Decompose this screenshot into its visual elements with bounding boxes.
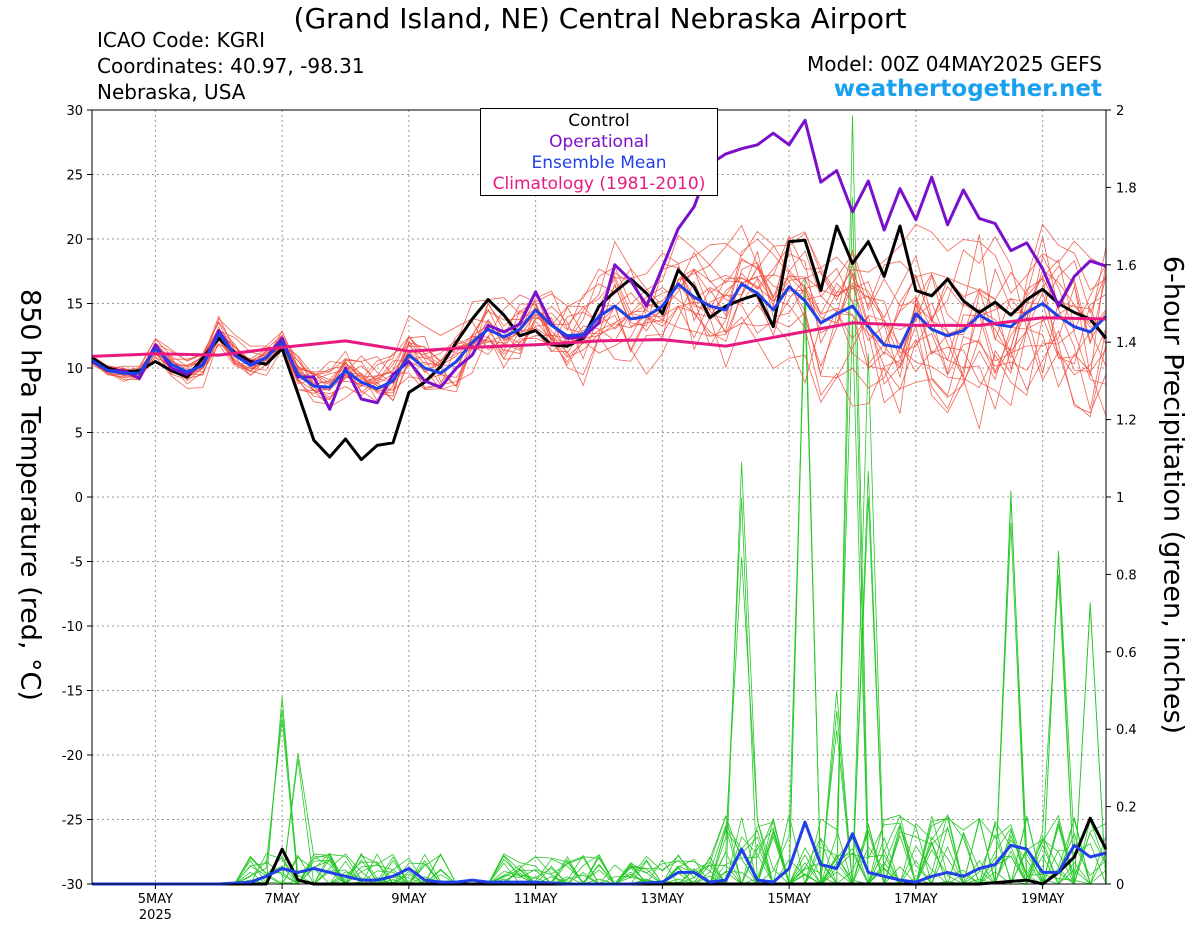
y-left-tick-label: 5 [75, 427, 83, 442]
temp-ensemble-mean-line [91, 282, 1108, 391]
legend-mean: Ensemble Mean [531, 153, 667, 173]
x-tick-label: 17MAY [894, 892, 938, 907]
ensemble-precip-member [92, 523, 1107, 885]
ensemble-temp-member [91, 247, 1107, 408]
x-tick-label: 19MAY [1021, 892, 1065, 907]
y-right-tick-label: 0 [1116, 878, 1124, 893]
main-lines [91, 118, 1108, 886]
x-tick-label: 13MAY [641, 892, 685, 907]
ensemble-temp-member [91, 238, 1107, 417]
y-left-tick-label: 25 [66, 169, 83, 184]
grid [92, 109, 1106, 885]
y-right-tick-label: 0.6 [1116, 646, 1137, 661]
ensemble-temp-member [91, 248, 1107, 414]
y-left-tick-label: -30 [62, 878, 83, 893]
y-left-tick-label: 20 [66, 233, 83, 248]
y-left-tick-label: 10 [66, 362, 83, 377]
y-left-tick-label: -20 [62, 749, 83, 764]
y-right-tick-label: 1 [1116, 491, 1124, 506]
region: Nebraska, USA [97, 80, 246, 104]
model-run: Model: 00Z 04MAY2025 GEFS [807, 52, 1102, 76]
x-tick-label: 5MAY [138, 892, 173, 907]
ensemble-precip-member [92, 197, 1106, 885]
ensemble-precip-lines [92, 115, 1107, 886]
ensemble-precip-member [92, 320, 1107, 885]
legend-control: Control [568, 111, 630, 131]
ensemble-precip-member [92, 296, 1107, 886]
precip-ensemble-mean-line [92, 820, 1107, 886]
y-right-tick-label: 0.2 [1116, 801, 1137, 816]
legend: Control Operational Ensemble Mean Climat… [480, 108, 718, 196]
y-left-tick-label: -5 [70, 556, 83, 571]
ensemble-temp-member [91, 232, 1107, 405]
y-right-tick-label: 1.8 [1116, 181, 1137, 196]
ensemble-precip-member [92, 115, 1106, 885]
axes: -30-25-20-15-10-505101520253000.20.40.60… [62, 104, 1137, 923]
y-right-tick-label: 1.2 [1116, 414, 1137, 429]
website-label: weathertogether.net [833, 76, 1102, 102]
temp-climatology-1981-2010--line [91, 316, 1107, 358]
ensemble-precip-member [92, 557, 1107, 885]
y-right-tick-label: 1.6 [1116, 259, 1137, 274]
y-left-tick-label: 15 [66, 298, 83, 313]
ensemble-precip-member [92, 461, 1106, 886]
x-tick-label: 11MAY [514, 892, 558, 907]
ensemble-precip-member [92, 550, 1107, 886]
y-left-tick-label: -10 [62, 620, 83, 635]
ensemble-temp-member [91, 223, 1107, 388]
legend-climatology: Climatology (1981-2010) [492, 174, 706, 194]
x-tick-label: 15MAY [767, 892, 811, 907]
y-right-tick-label: 0.8 [1116, 568, 1137, 583]
y-left-tick-label: 30 [66, 104, 83, 119]
ensemble-precip-member [92, 553, 1107, 886]
y-left-tick-label: -25 [62, 814, 83, 829]
y-right-tick-label: 2 [1116, 104, 1124, 119]
chart-title: (Grand Island, NE) Central Nebraska Airp… [293, 2, 907, 35]
y-left-tick-label: -15 [62, 685, 83, 700]
coordinates: Coordinates: 40.97, -98.31 [97, 54, 365, 78]
y-right-tick-label: 0.4 [1116, 723, 1137, 738]
ensemble-temp-member [91, 224, 1107, 402]
icao-code: ICAO Code: KGRI [97, 28, 265, 52]
y-left-tick-label: 0 [75, 491, 83, 506]
x-tick-label: 9MAY [391, 892, 426, 907]
x-tick-label: 2025 [139, 908, 172, 923]
y-right-tick-label: 1.4 [1116, 336, 1137, 351]
ensemble-precip-member [92, 470, 1106, 886]
temp-control-line [91, 224, 1108, 462]
x-tick-label: 7MAY [264, 892, 299, 907]
ensemble-precip-member [92, 302, 1106, 886]
legend-operational: Operational [549, 132, 649, 152]
ensemble-precip-member [92, 574, 1106, 886]
ensemble-temp-member [91, 250, 1107, 385]
